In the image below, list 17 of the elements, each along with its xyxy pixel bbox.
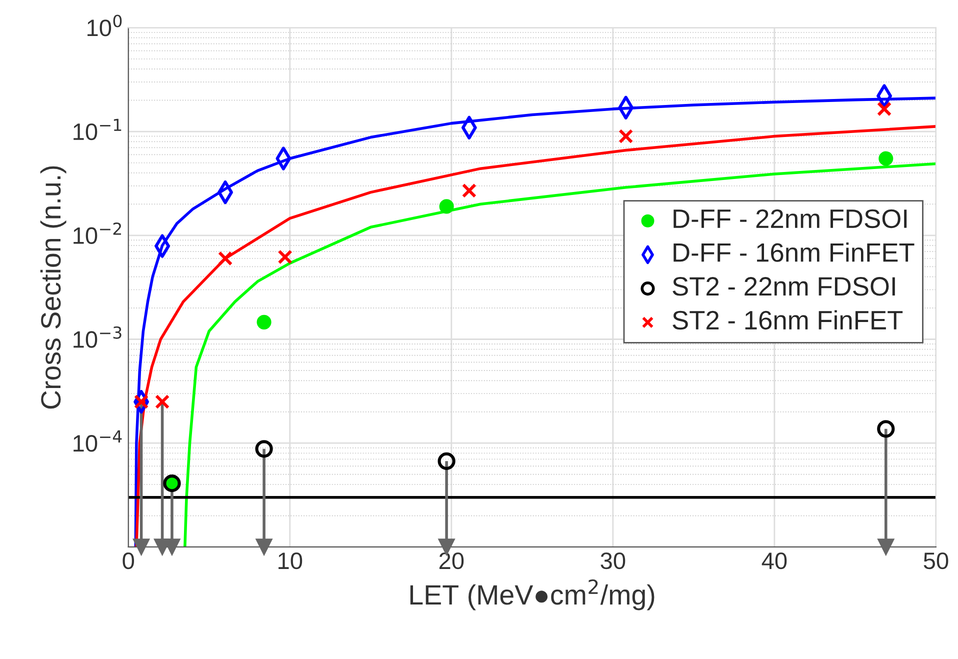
x-tick-label: 0 [122, 552, 134, 570]
y-tick-label: 10$^{−4}$ [74, 430, 122, 452]
legend-label: D-FF - 16nm FinFET [674, 242, 914, 262]
legend-label: D-FF - 22nm FDSOI [674, 209, 907, 228]
legend-label: ST2 - 22nm FDSOI [672, 277, 895, 296]
y-tick-label: 10$^{−3}$ [74, 326, 122, 348]
x-tick-label: 20 [439, 552, 464, 570]
legend-label: ST2 - 16nm FinFET [672, 310, 903, 330]
x-tick-label: 50 [924, 552, 948, 570]
y-axis-title: Cross Section (n.u.) [40, 166, 66, 409]
x-tick-label: 40 [762, 552, 787, 570]
y-tick-label: 10$^{−1}$ [74, 118, 122, 140]
x-axis-title: LET (MeV●cm$^{2}$/mg) [410, 579, 654, 610]
x-tick-label: 30 [600, 552, 626, 570]
y-tick-label: 10$^{0}$ [88, 14, 122, 36]
x-tick-label: 10 [278, 552, 302, 570]
y-tick-label: 10$^{−2}$ [74, 222, 121, 244]
